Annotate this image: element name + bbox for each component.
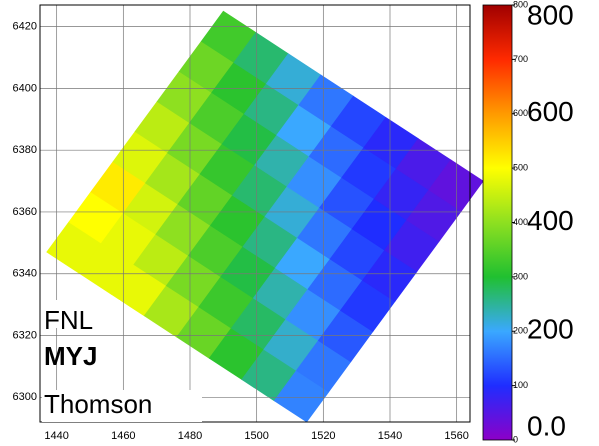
colorbar-tick-label: 800 — [513, 0, 528, 9]
colorbar-tick-label: 500 — [513, 163, 528, 173]
colorbar-tick-label: 200 — [513, 326, 528, 336]
colorbar-tick-label: 400 — [513, 217, 528, 227]
colorbar-tick-label: 0 — [513, 434, 518, 444]
x-tick-label: 1560 — [444, 430, 468, 442]
y-tick-label: 6380 — [13, 144, 37, 156]
colorbar-major-label: 800 — [527, 0, 574, 30]
chart: 1440 1460 1480 1500 1520 1540 1560 6300 6320 6340… — [0, 0, 599, 446]
colorbar-tick-label: 700 — [513, 54, 528, 64]
y-tick-label: 6300 — [13, 391, 37, 403]
annotation: Thomson — [44, 389, 152, 419]
y-tick-label: 6400 — [13, 82, 37, 94]
colorbar-major-label: 600 — [527, 96, 574, 127]
x-tick-label: 1440 — [44, 430, 68, 442]
map-field — [47, 11, 484, 422]
colorbar-major-label: 400 — [527, 205, 574, 236]
colorbar-tick-label: 600 — [513, 108, 528, 118]
annotation: MYJ — [44, 341, 97, 371]
colorbar — [483, 5, 512, 440]
x-tick-label: 1480 — [178, 430, 202, 442]
y-tick-label: 6360 — [13, 206, 37, 218]
colorbar-major-label: 200 — [527, 314, 574, 345]
colorbar-tick-label: 300 — [513, 271, 528, 281]
y-tick-label: 6340 — [13, 268, 37, 280]
y-tick-label: 6420 — [13, 21, 37, 33]
y-tick-label: 6320 — [13, 329, 37, 341]
x-tick-label: 1520 — [311, 430, 335, 442]
x-tick-label: 1460 — [111, 430, 135, 442]
x-tick-label: 1540 — [378, 430, 402, 442]
colorbar-tick-label: 100 — [513, 380, 528, 390]
x-tick-label: 1500 — [244, 430, 268, 442]
colorbar-major-label: 0.0 — [527, 410, 566, 441]
annotation: FNL — [44, 305, 93, 335]
